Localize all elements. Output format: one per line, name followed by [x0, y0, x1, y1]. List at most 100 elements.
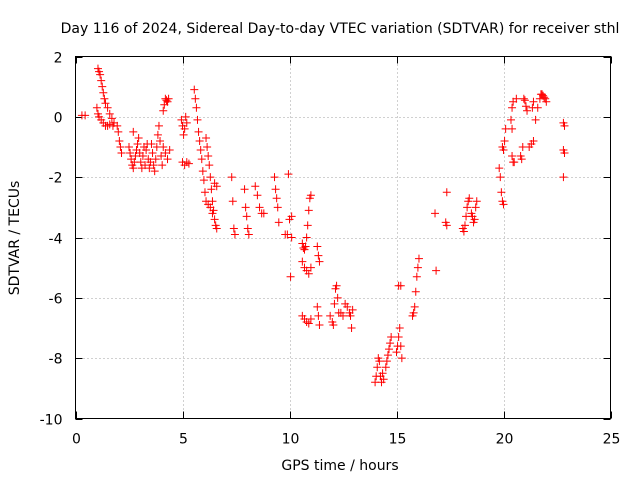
data-point — [270, 173, 279, 182]
data-point — [148, 149, 157, 158]
data-point — [472, 197, 481, 206]
data-point — [499, 146, 508, 155]
data-point — [206, 173, 215, 182]
data-point — [306, 263, 315, 272]
data-point — [165, 146, 174, 155]
data-point — [497, 188, 506, 197]
data-point — [332, 281, 341, 290]
data-point — [190, 85, 199, 94]
data-point — [206, 203, 215, 212]
data-point — [395, 324, 404, 332]
data-point — [131, 152, 140, 161]
y-tick-label: 0 — [54, 111, 63, 127]
data-point — [313, 242, 322, 251]
data-point — [153, 130, 162, 139]
data-point — [411, 287, 420, 296]
data-point — [129, 127, 138, 136]
y-tick-label: 2 — [54, 51, 63, 67]
data-point — [203, 143, 212, 151]
y-tick-label: -4 — [49, 232, 63, 248]
data-point — [346, 311, 355, 320]
data-point — [243, 224, 252, 233]
data-point — [274, 218, 283, 227]
data-point — [117, 149, 126, 158]
x-tick-label: 20 — [496, 432, 514, 448]
data-point — [159, 106, 168, 115]
data-point — [212, 224, 221, 233]
data-point — [150, 167, 159, 176]
data-point — [381, 363, 390, 372]
data-point — [432, 266, 441, 275]
data-point — [253, 191, 262, 200]
data-point — [302, 317, 311, 326]
data-point — [177, 115, 186, 124]
data-point — [508, 124, 517, 133]
x-tick-label: 15 — [389, 432, 407, 448]
data-point — [113, 121, 122, 130]
data-point — [98, 82, 107, 91]
data-point — [212, 182, 221, 191]
data-point — [162, 96, 171, 105]
data-point — [114, 127, 123, 136]
data-point — [286, 272, 295, 281]
data-point — [287, 212, 296, 221]
y-axis-label: SDTVAR / TECUs — [7, 181, 23, 296]
data-point — [520, 96, 529, 105]
data-point — [304, 206, 313, 215]
data-point — [157, 152, 166, 161]
data-point — [287, 233, 296, 242]
data-point — [116, 143, 125, 151]
data-point — [304, 269, 313, 278]
data-point — [471, 203, 480, 212]
data-point — [560, 121, 569, 130]
data-point — [459, 227, 468, 236]
data-point — [431, 209, 440, 218]
data-point — [499, 200, 508, 209]
data-point — [115, 136, 124, 145]
data-point — [272, 194, 281, 203]
data-point — [470, 215, 479, 224]
data-point — [378, 369, 387, 378]
data-point — [208, 197, 217, 206]
data-point — [382, 357, 391, 366]
data-point — [240, 185, 249, 194]
data-point — [100, 94, 109, 103]
data-point — [413, 263, 422, 272]
data-point — [200, 188, 209, 197]
y-tick-label: -2 — [49, 171, 63, 187]
data-point — [343, 302, 352, 311]
data-point — [529, 136, 538, 145]
data-point — [193, 115, 202, 124]
data-point — [298, 257, 307, 266]
data-point — [283, 230, 292, 239]
data-point — [303, 221, 312, 230]
data-point — [521, 102, 530, 111]
data-point — [306, 191, 315, 200]
data-point — [299, 244, 308, 253]
data-point — [241, 203, 250, 212]
data-point — [164, 94, 173, 103]
data-point — [159, 143, 168, 151]
plot-frame — [75, 56, 611, 419]
data-point — [540, 93, 549, 102]
data-point — [158, 161, 167, 170]
data-point — [385, 345, 394, 354]
data-point — [145, 164, 154, 173]
data-point — [161, 149, 170, 158]
data-point — [302, 233, 311, 242]
data-point — [284, 170, 293, 179]
data-point — [387, 333, 396, 342]
data-point — [465, 194, 474, 203]
data-point — [194, 127, 203, 136]
data-point — [559, 173, 568, 182]
data-point — [329, 320, 338, 329]
data-point — [149, 161, 158, 170]
data-point — [255, 203, 264, 212]
data-point — [81, 111, 90, 120]
data-point — [147, 139, 156, 148]
data-point — [182, 158, 191, 167]
data-point — [227, 173, 236, 182]
data-point — [133, 139, 142, 148]
data-point — [163, 155, 172, 164]
